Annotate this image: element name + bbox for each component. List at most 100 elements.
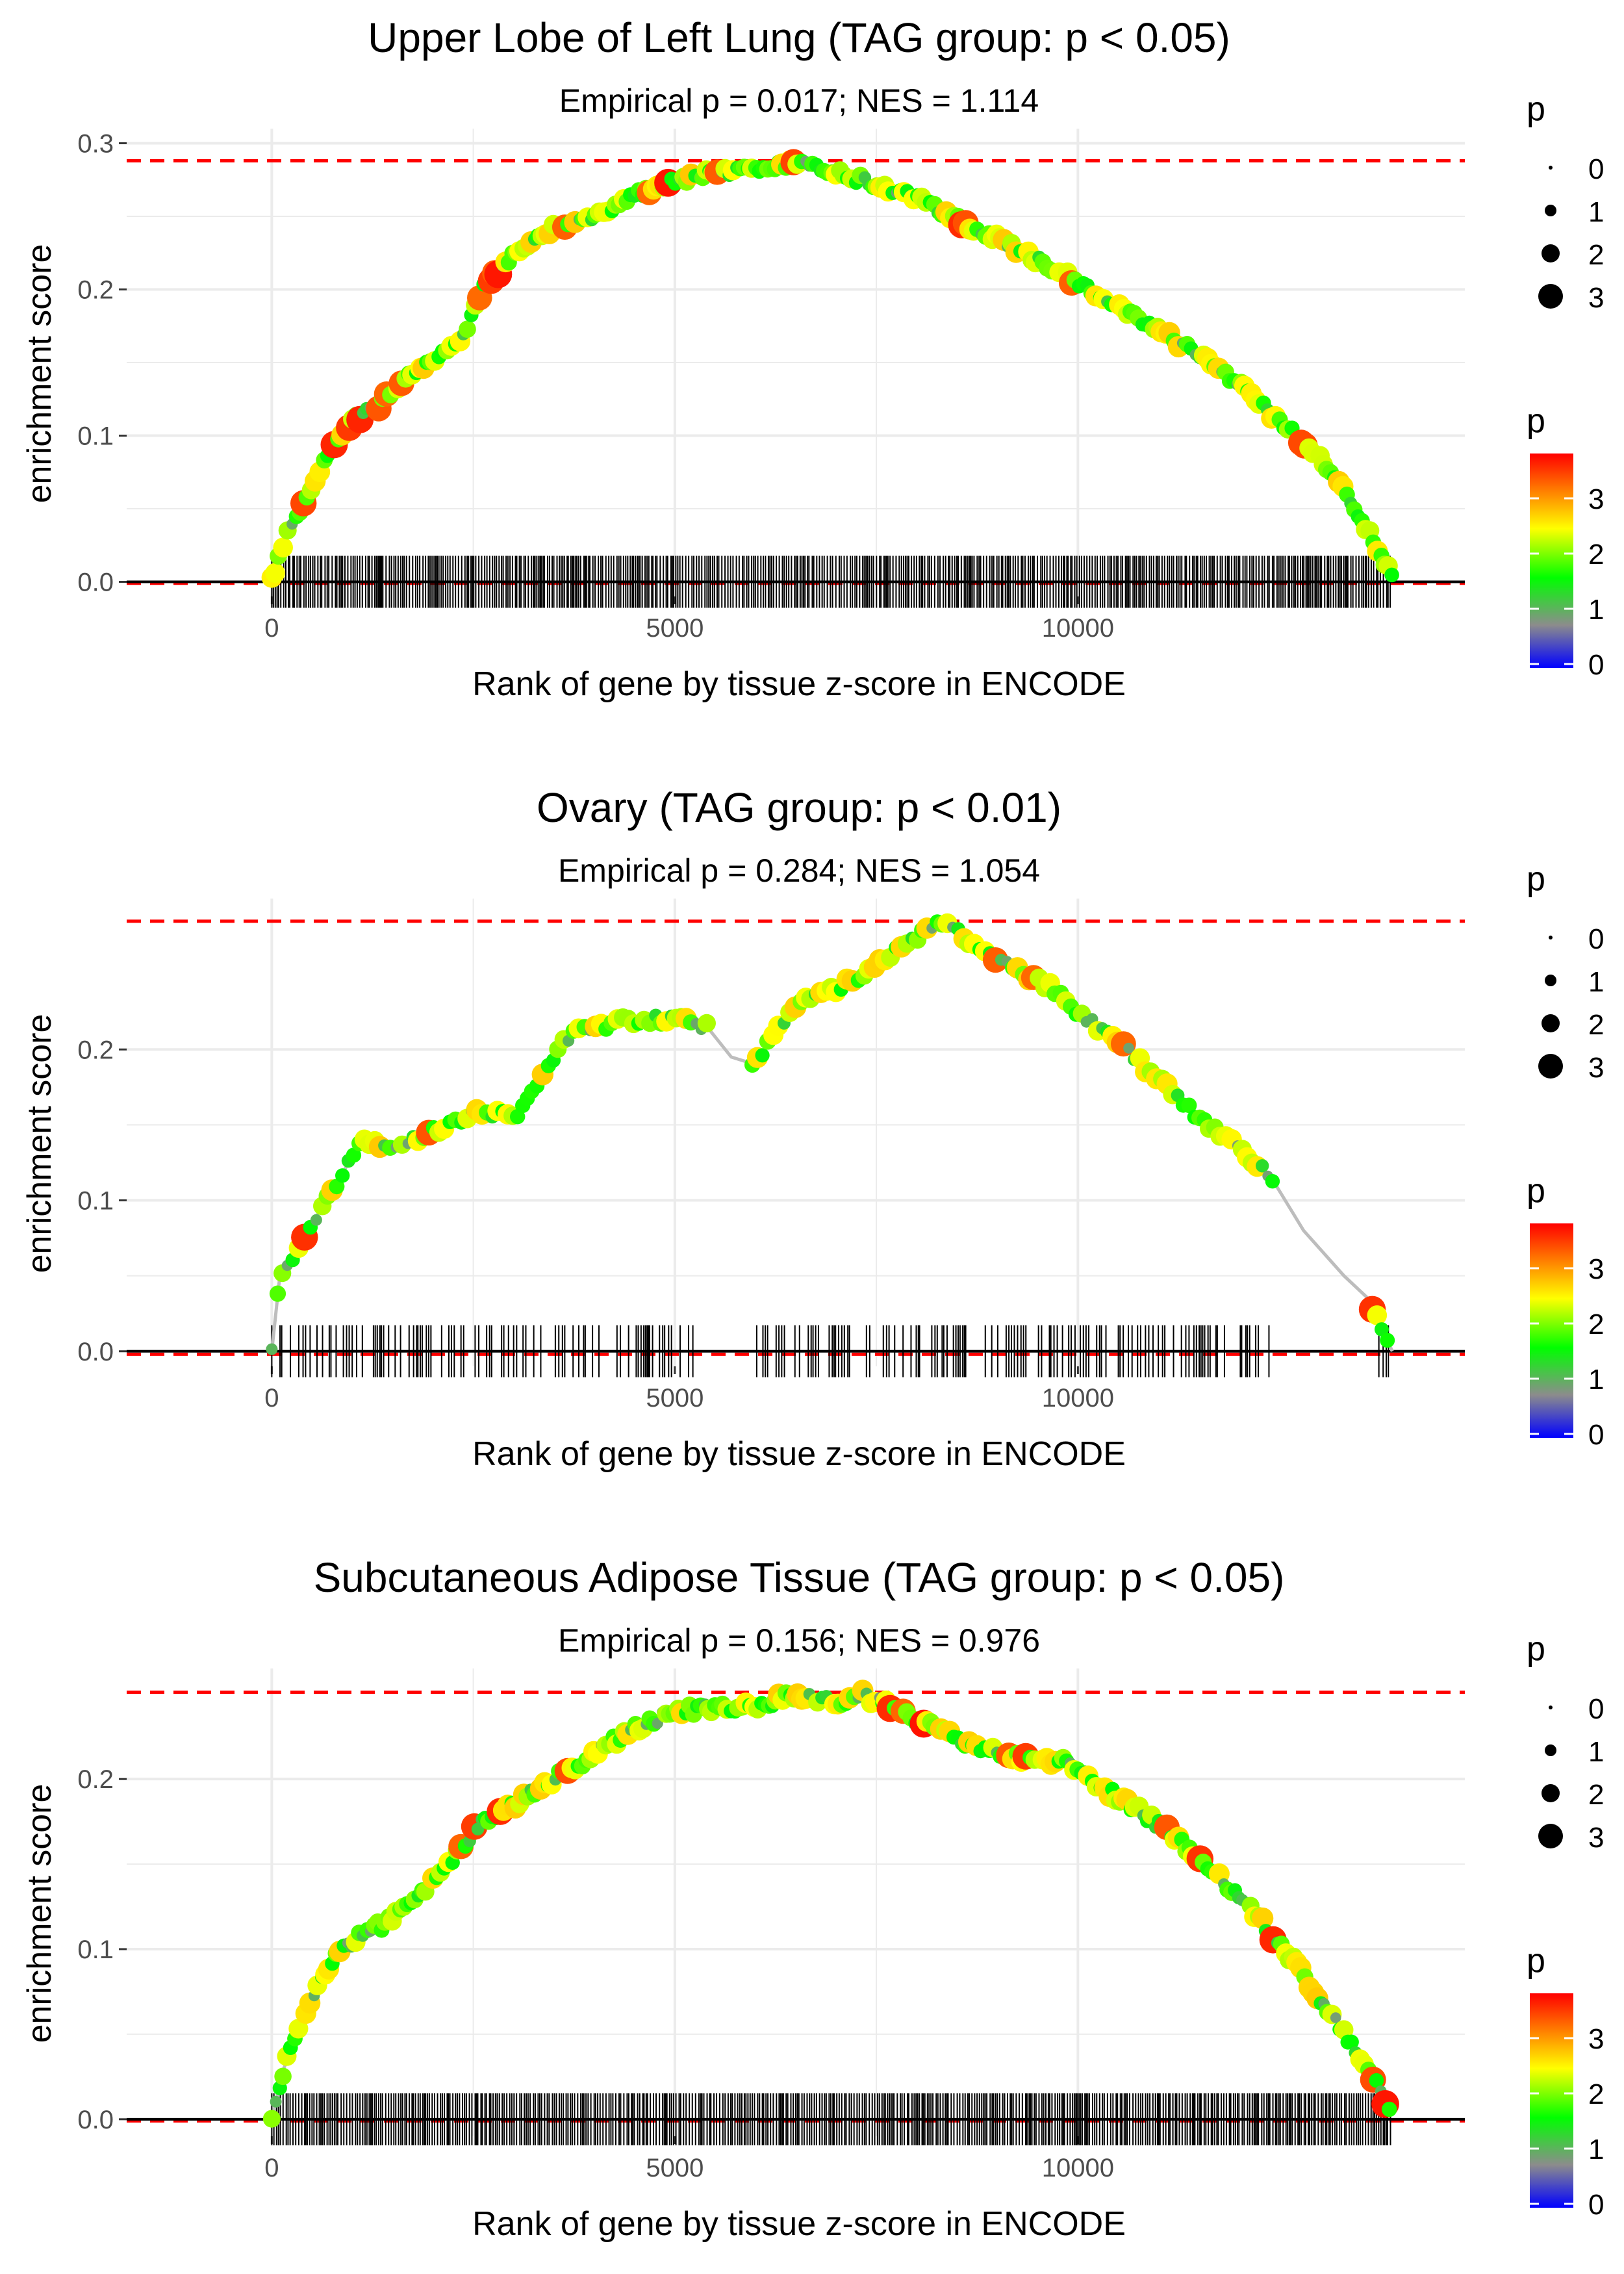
gene-point (1330, 2012, 1341, 2023)
color-legend-title: p (1527, 402, 1545, 440)
color-legend-label-2: 2 (1588, 539, 1604, 570)
y-tick-label: 0.2 (77, 1036, 114, 1064)
x-tick-label: 10000 (1042, 2154, 1114, 2182)
size-legend-key-3 (1538, 1054, 1563, 1079)
size-legend-label-3: 3 (1588, 282, 1604, 314)
size-legend-label-0: 0 (1588, 153, 1604, 185)
y-tick-label: 0.0 (77, 568, 114, 597)
x-tick-label: 10000 (1042, 1384, 1114, 1412)
gene-point (1344, 2034, 1359, 2050)
panel-1-plot-area: 0.0 0.1 0.2 0.3 0 5000 10000 (77, 129, 1465, 643)
color-legend-label-1: 1 (1588, 1364, 1604, 1396)
gene-point (1334, 2020, 1354, 2039)
gene-point (274, 2067, 292, 2086)
size-legend-title: p (1527, 90, 1545, 128)
color-legend-label-2: 2 (1588, 1309, 1604, 1340)
color-legend-label-0: 0 (1588, 649, 1604, 681)
size-legend-key-2 (1542, 244, 1560, 262)
gene-point (471, 1822, 485, 1835)
color-legend-bar (1530, 1993, 1573, 2208)
panel-1-x-axis-label: Rank of gene by tissue z-score in ENCODE (472, 665, 1126, 703)
gene-point (1265, 1174, 1280, 1189)
y-tick-label: 0.2 (77, 276, 114, 305)
gene-point (273, 537, 294, 557)
size-legend-label-1: 1 (1588, 1736, 1604, 1768)
gene-point (1256, 1159, 1269, 1173)
panel-1: Upper Lobe of Left Lung (TAG group: p < … (21, 14, 1604, 703)
gene-point (288, 2019, 309, 2039)
color-legend-bar (1530, 1223, 1573, 1438)
color-legend-label-3: 3 (1588, 2023, 1604, 2055)
y-tick-label: 0.3 (77, 130, 114, 159)
size-legend-label-3: 3 (1588, 1052, 1604, 1084)
size-legend-key-1 (1545, 205, 1556, 216)
gene-point (262, 2110, 281, 2128)
panel-3-y-axis-label: enrichment score (21, 1784, 58, 2043)
size-legend-label-1: 1 (1588, 196, 1604, 228)
size-legend-key-1 (1545, 1744, 1556, 1756)
gene-point (346, 1147, 362, 1163)
panel-2-color-legend: p 0 1 2 3 (1527, 1172, 1604, 1451)
panel-3-size-legend: p 0 1 2 3 (1527, 1630, 1604, 1854)
gene-point (1384, 567, 1399, 583)
panel-3-plot-area: 0.0 0.1 0.2 0 5000 10000 (77, 1668, 1465, 2182)
size-legend-key-0 (1549, 936, 1553, 939)
x-tick-label: 5000 (646, 1384, 704, 1412)
panel-3-subtitle: Empirical p = 0.156; NES = 0.976 (558, 1622, 1040, 1659)
color-legend-label-0: 0 (1588, 1419, 1604, 1451)
gene-point (335, 1168, 350, 1183)
panel-1-y-axis-label: enrichment score (21, 244, 58, 504)
x-tick-label: 5000 (646, 2154, 704, 2182)
size-legend-key-2 (1542, 1784, 1560, 1802)
gene-point (1369, 2073, 1384, 2088)
color-legend-label-3: 3 (1588, 1253, 1604, 1285)
size-legend-key-1 (1545, 975, 1556, 986)
panel-3-color-legend: p 0 1 2 3 (1527, 1942, 1604, 2221)
size-legend-label-1: 1 (1588, 966, 1604, 998)
panel-2-subtitle: Empirical p = 0.284; NES = 1.054 (558, 852, 1040, 889)
x-tick-label: 10000 (1042, 614, 1114, 643)
size-legend-label-2: 2 (1588, 1779, 1604, 1811)
gene-point (755, 1048, 770, 1063)
x-tick-label: 0 (264, 2154, 279, 2182)
panel-2: Ovary (TAG group: p < 0.01) Empirical p … (21, 784, 1604, 1473)
color-legend-title: p (1527, 1172, 1545, 1210)
color-legend-label-3: 3 (1588, 483, 1604, 515)
panel-2-size-legend: p 0 1 2 3 (1527, 860, 1604, 1084)
size-legend-title: p (1527, 1630, 1545, 1668)
gene-point (459, 320, 476, 338)
size-legend-key-0 (1549, 1706, 1553, 1709)
y-tick-label: 0.1 (77, 1187, 114, 1216)
y-tick-label: 0.1 (77, 1935, 114, 1964)
gene-point (1181, 1097, 1197, 1114)
size-legend-label-0: 0 (1588, 1693, 1604, 1725)
panel-2-title: Ovary (TAG group: p < 0.01) (537, 784, 1061, 831)
gene-point (1123, 1042, 1134, 1054)
panel-3-title: Subcutaneous Adipose Tissue (TAG group: … (314, 1554, 1285, 1601)
enrichment-points (262, 1680, 1399, 2128)
size-legend-label-2: 2 (1588, 239, 1604, 271)
panel-1-size-legend: p 0 1 2 3 (1527, 90, 1604, 314)
gene-point (310, 1214, 322, 1226)
gene-point (269, 1285, 286, 1302)
gene-point (270, 2095, 282, 2108)
gene-point (1375, 1322, 1389, 1337)
panel-2-plot-area: 0.0 0.1 0.2 0 5000 10000 (77, 899, 1465, 1412)
x-tick-label: 0 (264, 614, 279, 643)
size-legend-label-2: 2 (1588, 1009, 1604, 1041)
gene-point (1380, 1333, 1395, 1348)
panel-1-color-legend: p 0 1 2 3 (1527, 402, 1604, 681)
gene-point (1367, 1305, 1388, 1325)
y-tick-label: 0.2 (77, 1765, 114, 1794)
size-legend-key-2 (1542, 1014, 1560, 1032)
color-legend-label-2: 2 (1588, 2078, 1604, 2110)
x-tick-label: 0 (264, 1384, 279, 1412)
color-legend-bar (1530, 454, 1573, 668)
size-legend-title: p (1527, 860, 1545, 898)
color-legend-label-0: 0 (1588, 2189, 1604, 2221)
color-legend-title: p (1527, 1942, 1545, 1980)
panel-2-x-axis-label: Rank of gene by tissue z-score in ENCODE (472, 1435, 1126, 1473)
color-legend-label-1: 1 (1588, 594, 1604, 626)
size-legend-key-3 (1538, 284, 1563, 309)
